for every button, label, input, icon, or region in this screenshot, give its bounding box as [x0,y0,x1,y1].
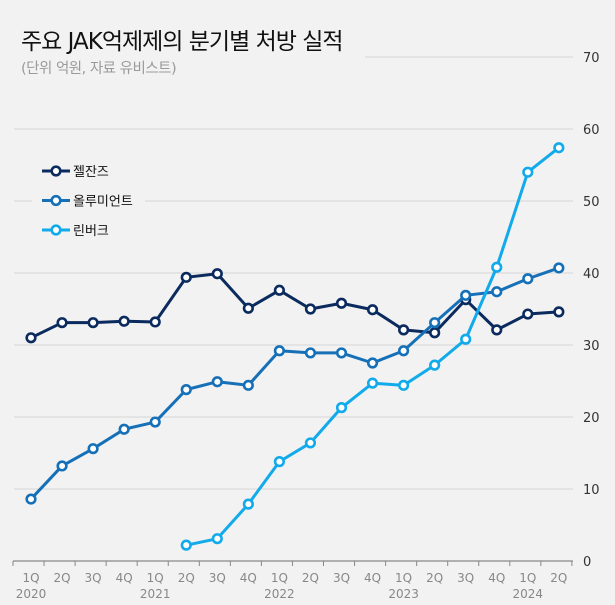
series-line [185,146,560,547]
x-tick-label: 3Q [209,571,226,585]
data-point [242,302,254,314]
data-point [553,142,565,154]
data-point [118,423,130,435]
x-tick-label: 4Q [240,571,257,585]
data-point [273,284,286,296]
legend-marker [50,165,62,177]
data-point [366,357,379,369]
data-point [56,317,68,329]
data-point [25,493,37,505]
x-tick-label: 3Q [457,571,474,585]
data-point [366,377,379,389]
data-point [335,402,348,414]
data-point [25,332,37,344]
data-point [304,437,317,449]
data-point [180,384,192,396]
x-tick-label: 3Q [85,571,102,585]
data-point [87,443,99,455]
data-point [211,268,223,280]
x-tick-label: 2Q [426,571,443,585]
x-tick-label: 1Q [147,571,164,585]
data-point [522,166,534,178]
legend-label: 린버크 [73,224,109,239]
series-line [29,266,560,501]
data-point [304,303,317,315]
chart-title: 주요 JAK억제제의 분기별 처방 실적 [21,29,344,55]
series-2 [180,142,565,551]
data-point [304,347,317,359]
y-tick-label: 10 [583,483,600,498]
data-point [335,347,348,359]
legend-marker [50,194,62,207]
data-point [335,297,348,309]
data-point [398,379,410,391]
x-tick-label: 1Q [271,571,288,585]
x-tick-label: 2Q [302,571,319,585]
data-point [553,262,565,274]
data-point [242,379,254,391]
x-year-label: 2023 [388,587,419,601]
x-tick-label: 4Q [116,571,133,585]
legend-marker [50,224,62,236]
series-0 [25,268,565,344]
data-point [211,533,223,545]
data-point [56,460,68,472]
legend-label: 젤잔즈 [73,165,109,180]
series-1 [25,262,565,505]
data-point [491,261,503,273]
data-point [460,289,472,301]
y-tick-label: 30 [583,339,600,354]
x-tick-label: 4Q [488,571,505,585]
data-point [491,324,503,336]
data-point [460,333,472,345]
data-point [118,315,130,327]
data-point [429,317,441,329]
x-tick-label: 4Q [364,571,381,585]
data-point [491,286,503,298]
x-year-label: 2020 [16,587,47,601]
data-point [273,345,286,357]
data-point [522,273,534,285]
x-tick-label: 2Q [54,571,71,585]
x-tick-label: 3Q [333,571,350,585]
y-tick-label: 40 [583,267,600,282]
x-year-label: 2022 [264,587,295,601]
chart-subtitle: (단위 억원, 자료 유비스트) [21,61,177,77]
data-point [553,306,565,318]
x-year-label: 2021 [140,587,171,601]
data-point [211,376,223,388]
data-point [522,308,534,320]
data-point [180,271,192,283]
x-tick-label: 1Q [519,571,536,585]
data-point [429,327,441,339]
data-point [398,345,410,357]
data-point [149,416,161,428]
x-tick-label: 1Q [395,571,412,585]
data-point [149,316,161,328]
data-point [398,324,410,336]
y-tick-label: 70 [583,51,600,66]
y-tick-label: 20 [583,411,600,426]
x-tick-label: 1Q [22,571,39,585]
y-tick-label: 60 [583,123,600,138]
x-year-label: 2024 [513,587,544,601]
data-point [180,539,192,551]
data-point [242,498,254,510]
y-tick-label: 50 [583,195,600,210]
data-point [273,456,286,468]
y-tick-label: 0 [583,555,591,570]
data-point [429,359,441,371]
x-tick-label: 2Q [550,571,567,585]
x-tick-label: 2Q [178,571,195,585]
data-point [366,304,379,316]
data-point [87,317,99,329]
legend-label: 올루미언트 [73,195,133,210]
